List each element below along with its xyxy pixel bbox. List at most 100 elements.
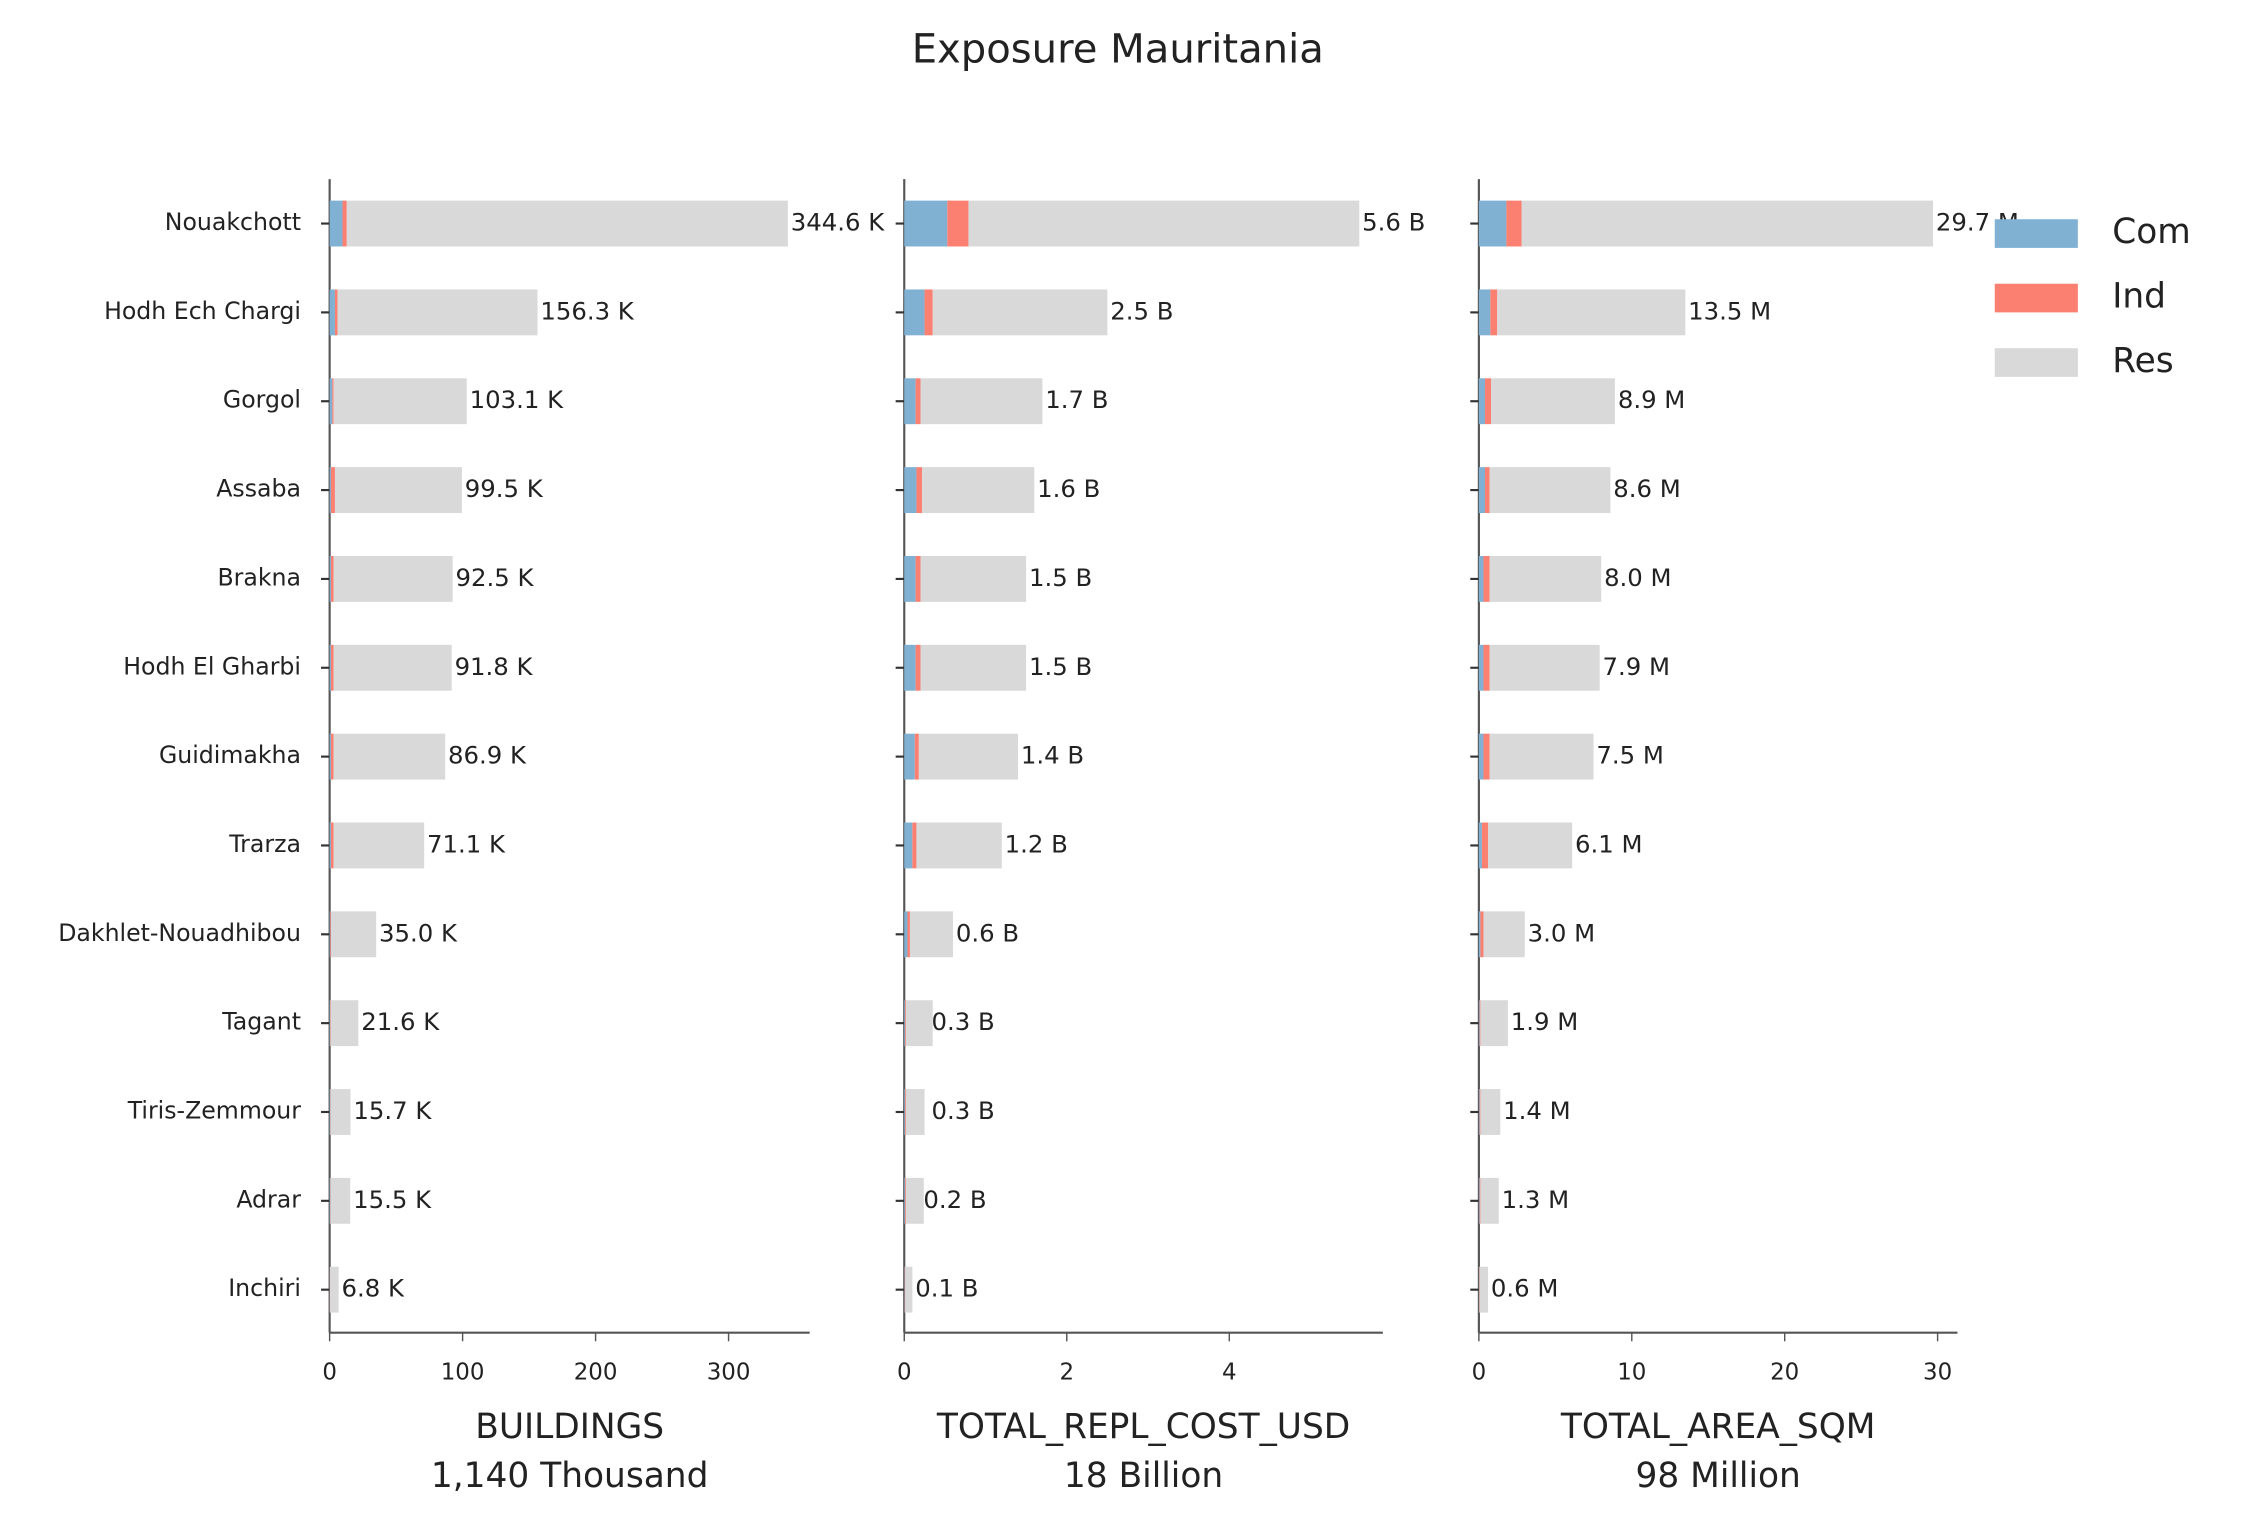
y-tick-label: Adrar [236,1185,301,1213]
bar-segment [342,200,347,247]
y-tick-label: Gorgol [223,386,301,414]
bar-segment [337,289,538,336]
bar-segment [329,644,331,691]
bar-segment [947,200,969,247]
y-tick-label: Dakhlet-Nouadhibou [58,919,301,947]
bar-segment [1478,1177,1480,1224]
x-tick-label: 100 [441,1359,485,1385]
bar-segment [1478,467,1485,514]
bar-segment [915,644,921,691]
bar-segment [330,911,331,958]
x-axis-label: TOTAL_REPL_COST_USD [936,1407,1350,1447]
total-label: 7.5 M [1596,741,1664,770]
bar-segment [1478,1000,1480,1047]
total-label: 1.2 B [1005,829,1068,858]
total-label: 15.7 K [353,1096,432,1125]
y-tick-label: Assaba [216,475,301,503]
total-label: 2.5 B [1110,296,1173,325]
legend-label: Ind [2112,277,2166,317]
bar-segment [329,378,333,425]
total-label: 6.1 M [1575,829,1642,858]
x-axis-label: 1,140 Thousand [431,1456,709,1496]
bar-segment [1484,378,1492,425]
y-tick-label: Brakna [217,563,301,591]
bar-segment [904,644,916,691]
bar-segment [329,467,331,514]
bar-segment [1478,1089,1480,1135]
bar-segment [1480,1000,1508,1047]
bar-segment [918,733,1019,780]
figure-title: Exposure Mauritania [912,27,1324,73]
legend-swatch [1994,219,2078,248]
bar-segment [333,644,452,691]
bar-segment [329,911,331,958]
bar-segment [904,1089,906,1135]
total-label: 8.0 M [1604,563,1671,592]
y-tick-label: Trarza [228,830,301,858]
legend-swatch [1994,283,2078,313]
bar-segment [1506,200,1522,247]
total-label: 0.3 B [931,1007,994,1036]
bar-segment [904,289,925,336]
bar-segment [905,1000,906,1047]
bar-segment [1483,911,1525,958]
bar-segment [1491,378,1615,425]
bar-segment [1490,289,1498,336]
bar-segment [1478,733,1484,780]
bar-segment [329,289,335,336]
bar-segment [1483,555,1490,602]
bar-segment [330,822,334,869]
bar-segment [329,1266,339,1313]
bar-segment [1480,911,1484,958]
bar-segment [333,378,467,425]
y-tick-label: Inchiri [228,1274,301,1302]
bar-segment [916,822,1002,869]
x-tick-label: 2 [1059,1359,1074,1385]
total-label: 103.1 K [470,385,564,414]
bar-segment [920,555,1027,602]
bar-segment [904,911,908,958]
x-tick-label: 200 [574,1359,618,1385]
bar-segment [330,733,334,780]
bar-segment [922,467,1035,514]
total-label: 0.6 M [1491,1274,1558,1303]
bar-segment [1480,1089,1501,1135]
total-label: 35.0 K [379,918,458,947]
bar-segment [1479,1089,1481,1135]
bar-segment [1478,200,1507,247]
bar-segment [904,733,915,780]
total-label: 344.6 K [791,208,885,237]
bar-segment [1489,733,1594,780]
bar-segment [1489,467,1611,514]
bar-segment [329,200,343,247]
bar-segment [920,644,1027,691]
total-label: 86.9 K [448,741,527,770]
bar-segment [330,555,334,602]
total-label: 92.5 K [456,563,535,592]
bar-segment [1480,1177,1499,1224]
y-tick-label: Guidimakha [159,741,301,769]
bar-segment [1489,555,1602,602]
bar-segment [916,467,923,514]
bar-segment [334,467,462,514]
bar-segment [905,1177,924,1224]
x-axis-label: BUILDINGS [475,1407,664,1447]
bar-segment [1478,555,1484,602]
bar-segment [334,289,338,336]
total-label: 0.2 B [923,1185,986,1214]
bar-segment [904,555,916,602]
bar-segment [1479,1000,1481,1047]
bar-segment [1478,289,1491,336]
total-label: 1.3 M [1502,1185,1569,1214]
x-axis-label: 98 Million [1636,1456,1801,1496]
bar-segment [909,911,954,958]
x-tick-label: 300 [707,1359,751,1385]
total-label: 5.6 B [1362,208,1425,237]
bar-segment [329,555,331,602]
total-label: 1.9 M [1511,1007,1578,1036]
bar-segment [330,911,377,958]
total-label: 0.1 B [915,1274,978,1303]
total-label: 1.6 B [1037,474,1100,503]
bar-segment [330,644,334,691]
total-label: 91.8 K [455,652,534,681]
